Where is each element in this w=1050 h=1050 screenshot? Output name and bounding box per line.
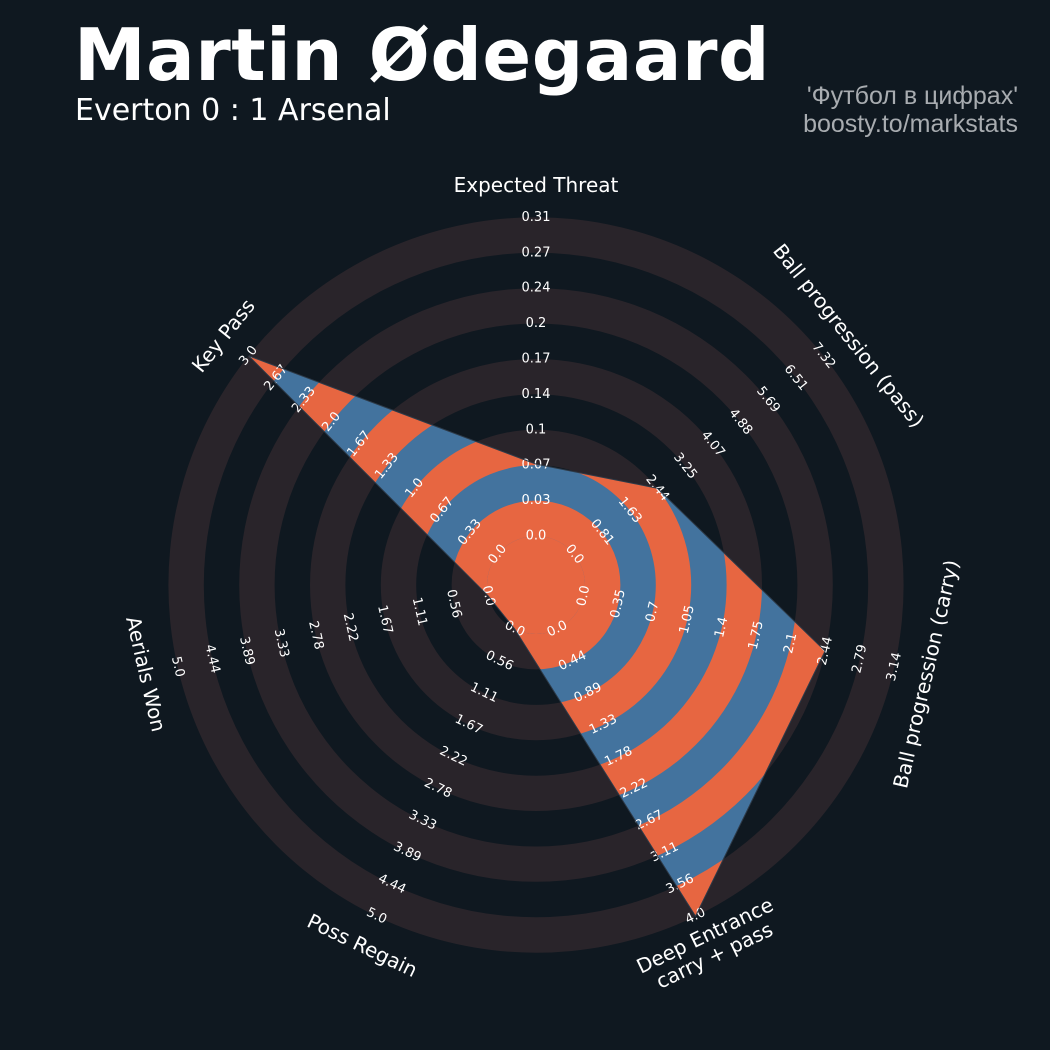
tick-label: 5.0 (168, 655, 187, 679)
tick-label: 1.05 (677, 604, 698, 636)
param-label: Expected Threat (454, 173, 619, 197)
tick-label: 3.14 (884, 651, 905, 683)
tick-label: 3.89 (236, 635, 257, 667)
tick-label: 1.67 (374, 604, 395, 636)
tick-label: 0.7 (643, 600, 662, 624)
tick-label: 0.27 (522, 245, 551, 260)
player-outline (248, 355, 826, 918)
tick-label: 4.44 (202, 643, 223, 675)
credit-block: 'Футбол в цифрах' boosty.to/markstats (803, 82, 1018, 138)
tick-label: 1.75 (746, 620, 767, 652)
tick-label: 0.24 (522, 281, 551, 296)
player-name-title: Martin Ødegaard (74, 13, 770, 97)
tick-label: 0.0 (574, 584, 593, 608)
tick-label: 0.31 (522, 210, 551, 225)
param-label: Aerials Won (121, 614, 171, 734)
tick-label: 2.78 (305, 620, 326, 652)
tick-label: 0.0 (526, 529, 547, 544)
tick-label: 1.11 (409, 596, 430, 628)
tick-label: 0.17 (522, 352, 551, 367)
match-subtitle: Everton 0 : 1 Arsenal (75, 93, 391, 128)
tick-label: 0.35 (608, 588, 629, 620)
credit-line-1: 'Футбол в цифрах' (806, 82, 1018, 110)
tick-label: 0.1 (526, 422, 547, 437)
tick-label: 0.03 (522, 493, 551, 508)
tick-label: 0.2 (526, 316, 547, 331)
tick-label: 1.4 (712, 616, 731, 640)
tick-label: 2.1 (781, 631, 800, 655)
tick-label: 3.33 (271, 627, 292, 659)
player-center-ring (487, 536, 585, 634)
credit-line-2: boosty.to/markstats (803, 110, 1018, 138)
tick-label: 0.14 (522, 387, 551, 402)
tick-label: 0.56 (443, 588, 464, 620)
tick-label: 2.22 (340, 612, 361, 644)
tick-label: 2.79 (849, 643, 870, 675)
